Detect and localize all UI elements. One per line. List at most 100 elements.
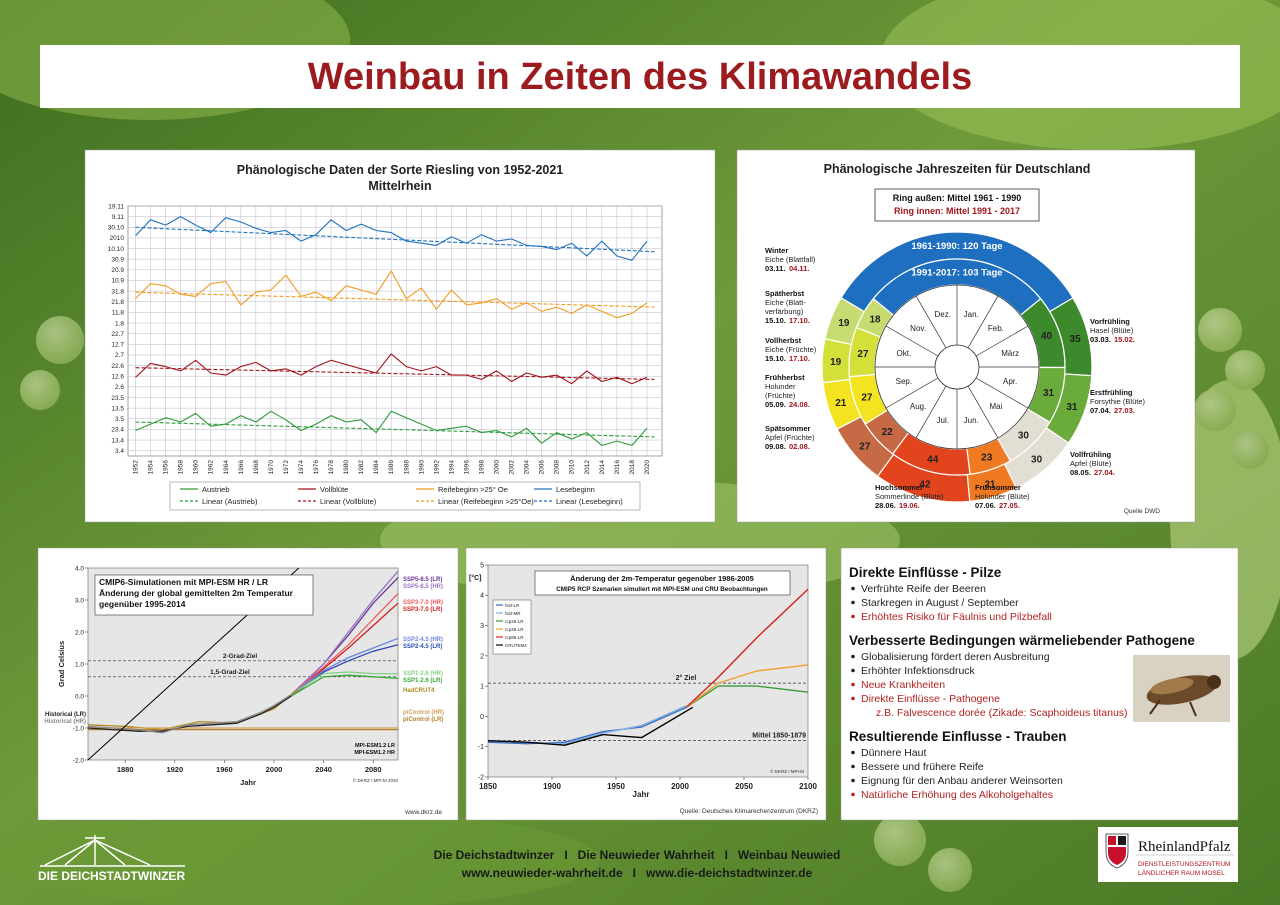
y-tick-label: 9.11: [112, 214, 125, 221]
y-tick-label: 10.9: [111, 278, 124, 285]
legend-label: piControl (LR): [403, 717, 443, 723]
season-name: Hochsommer: [875, 483, 923, 492]
x-tick-label: 1988: [403, 460, 410, 475]
month-divider: [967, 385, 999, 439]
y-tick-label: 2.6: [115, 384, 124, 391]
bullet: [851, 614, 855, 619]
bullet: [851, 682, 855, 687]
legend-label: Linear (Reifebeginn >25°Oe): [438, 497, 534, 506]
month-divider: [885, 377, 939, 409]
ring-label: 40: [1041, 331, 1053, 342]
season-plant: verfärbung): [765, 307, 804, 316]
season-date: 17.10.: [789, 354, 810, 363]
x-tick-label: 1954: [148, 460, 155, 475]
series-line: [135, 291, 655, 308]
ring-label: 42: [919, 480, 931, 491]
y-tick-label: 21.8: [111, 299, 124, 306]
season-date: 27.05.: [999, 501, 1020, 510]
section-heading: Resultierende Einflusse - Trauben: [849, 729, 1067, 744]
ring-label: 30: [1031, 454, 1043, 465]
x-tick-label: 2002: [509, 460, 516, 475]
title-bar: [40, 45, 1240, 108]
month-divider: [915, 295, 947, 349]
season-date: 05.09.: [765, 400, 786, 409]
y-tick-label: 3: [480, 623, 484, 630]
season-plant: Eiche (Früchte): [765, 345, 817, 354]
y-tick-label: 22.7: [111, 331, 124, 338]
x-tick-label: 2004: [524, 460, 531, 475]
ring-label: 27: [859, 442, 871, 453]
list-item: Verfrühte Reife der Beeren: [861, 583, 986, 595]
x-tick-label: 2020: [644, 460, 651, 475]
ring-label: 31: [1066, 402, 1078, 413]
y-tick-label: 2.7: [115, 352, 124, 359]
legend-label: Historical (HR): [44, 719, 86, 725]
y-tick-label: 1.0: [75, 661, 84, 668]
bullet: [851, 778, 855, 783]
month-divider: [975, 325, 1029, 357]
month-label: Apr.: [1003, 377, 1017, 386]
x-tick-label: 1992: [433, 460, 440, 475]
series-line: [135, 270, 648, 319]
chart-title: Phänologische Jahreszeiten für Deutschla…: [824, 162, 1091, 176]
y-tick-label: 4: [480, 593, 484, 600]
legend-box: [874, 188, 1040, 222]
credit: © DKRZ / MPI-M 2020: [353, 777, 399, 783]
list-item: Bessere und frühere Reife: [861, 761, 984, 773]
section-heading: Verbesserte Bedingungen wärmeliebender P…: [849, 633, 1195, 648]
season-name: Frühherbst: [765, 373, 805, 382]
season-name: Erstfrühling: [1090, 388, 1133, 397]
series-line: [487, 706, 687, 745]
y-tick-label: 31.8: [111, 288, 124, 295]
y-tick-label: 30.10: [108, 225, 125, 232]
x-tick-label: 1976: [313, 460, 320, 475]
x-tick-label: 1968: [253, 460, 260, 475]
y-tick-label: 1: [480, 684, 484, 691]
y-tick-label: 12.6: [111, 373, 124, 380]
series-line: [87, 695, 292, 732]
season-name: Frühsommer: [975, 483, 1021, 492]
logo-line: LÄNDLICHER RAUM MOSEL: [1138, 869, 1225, 877]
legend-label: rcp45-LR: [505, 627, 524, 632]
y-tick-label: 30.9: [111, 256, 124, 263]
legend-label: Austrieb: [202, 485, 230, 494]
season-date: 28.06.: [875, 501, 896, 510]
series-line: [487, 706, 694, 746]
bullet: [851, 654, 855, 659]
source: www.dkrz.de: [404, 809, 442, 816]
y-tick-label: 3.4: [115, 448, 124, 455]
credit: © DKRZ / MPI-M: [770, 768, 804, 774]
y-tick-label: 0: [480, 714, 484, 721]
month-label: Nov.: [910, 324, 926, 333]
series-line: [685, 588, 809, 708]
x-tick-label: 1964: [223, 460, 230, 475]
center-disc: [934, 344, 980, 390]
month-label: Jun.: [964, 416, 979, 425]
y-tick-label: 23.4: [111, 427, 124, 434]
x-tick-label: 1990: [418, 460, 425, 475]
x-tick-label: 1950: [607, 782, 625, 791]
footer-websites: www.neuwieder-wahrheit.de I www.die-deic…: [461, 866, 813, 880]
legend-label: Linear (Austrieb): [202, 497, 258, 506]
legend-label: CRUTEM4: [505, 643, 527, 648]
season-date: 02.08.: [789, 442, 810, 451]
x-tick-label: 2000: [266, 765, 283, 774]
list-item: Starkregen in August / September: [861, 597, 1019, 609]
season-date: 24.08.: [789, 400, 810, 409]
reference-label: 2° Ziel: [676, 674, 697, 682]
month-label: Aug.: [910, 402, 926, 411]
x-tick-label: 1974: [298, 460, 305, 475]
y-tick-label: -1: [478, 744, 484, 751]
legend-box: [169, 481, 641, 511]
x-tick-label: 1920: [166, 765, 183, 774]
y-tick-label: 2: [480, 653, 484, 660]
legend-label: Ring außen: Mittel 1961 - 1990: [893, 193, 1022, 203]
y-tick-label: 1.8: [115, 320, 124, 327]
reference-label: Mittel 1850-1879: [752, 733, 806, 740]
legend-label: SSP5-8.5 (LR): [403, 577, 442, 583]
bullet: [851, 792, 855, 797]
chart-title: gegenüber 1995-2014: [99, 599, 186, 609]
ring-label: 23: [981, 453, 993, 464]
annotation: MPI-ESM1.2 HR: [354, 750, 395, 756]
